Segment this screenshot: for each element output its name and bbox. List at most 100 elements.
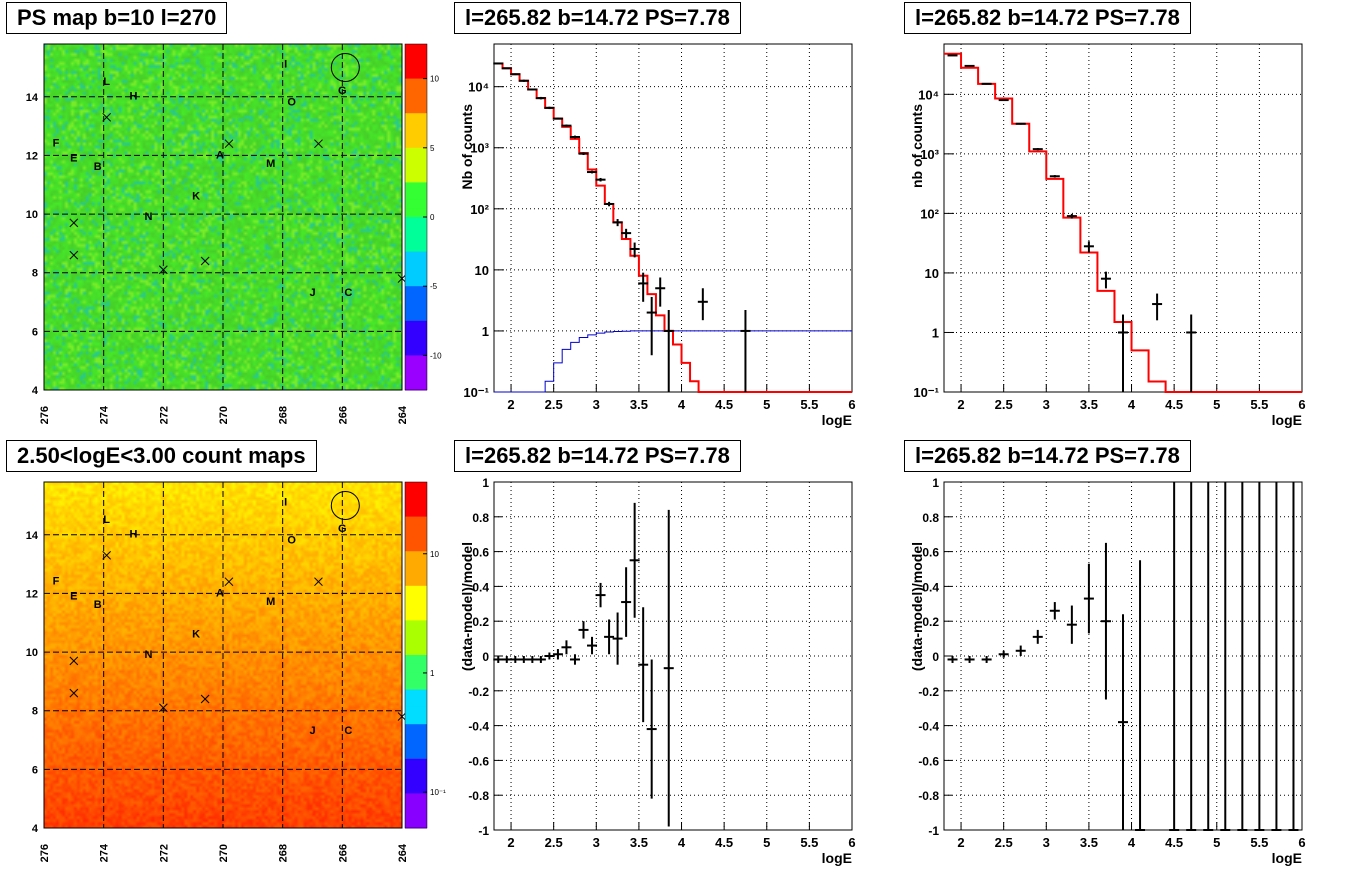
count-colorbar-cell — [405, 741, 427, 751]
spectrum-top-title: l=265.82 b=14.72 PS=7.78 — [454, 2, 741, 34]
colorbar-tick-label: 1 — [430, 669, 435, 678]
y-tick-label: 0.8 — [472, 511, 489, 525]
count-colorbar-cell — [405, 810, 427, 820]
ps-colorbar-cell — [405, 139, 427, 149]
ps-map-ytick-label: 14 — [26, 92, 39, 104]
x-axis-label: logE — [1272, 412, 1302, 428]
count-map-xtick-label: 274 — [99, 843, 111, 862]
ps-colorbar-cell — [405, 52, 427, 62]
x-tick-label: 5 — [1213, 835, 1220, 850]
x-tick-label: 4.5 — [715, 835, 733, 850]
source-label: B — [94, 599, 102, 611]
source-cross-marker — [102, 112, 112, 122]
ps-colorbar-cell — [405, 69, 427, 80]
source-label: L — [103, 514, 110, 526]
ps-colorbar-cell — [405, 234, 427, 244]
ps-map-xtick-label: 264 — [397, 405, 409, 424]
source-label: K — [192, 628, 200, 640]
y-tick-label: 0.2 — [922, 615, 939, 629]
count-map-ytick-label: 12 — [26, 588, 38, 600]
x-tick-label: 5.5 — [1250, 397, 1268, 412]
x-tick-label: 2 — [507, 835, 514, 850]
x-axis-label: logE — [822, 412, 852, 428]
x-tick-label: 3.5 — [630, 835, 648, 850]
source-cross-marker — [69, 656, 79, 666]
count-colorbar-cell — [405, 594, 427, 604]
count-colorbar-cell — [405, 655, 427, 665]
y-tick-label: -0.2 — [918, 685, 939, 699]
source-cross-marker — [224, 577, 234, 587]
y-tick-label: 10⁻¹ — [463, 385, 489, 400]
count-colorbar-cell — [405, 646, 427, 656]
x-tick-label: 2.5 — [995, 835, 1013, 850]
ps-colorbar-cell — [405, 286, 427, 296]
x-tick-label: 3.5 — [1080, 397, 1098, 412]
source-cross-marker — [69, 688, 79, 698]
source-label: N — [144, 211, 152, 223]
y-tick-label: -0.4 — [918, 720, 939, 734]
ps-colorbar-cell — [405, 217, 427, 227]
count-map-ytick-label: 14 — [26, 530, 39, 542]
y-tick-label: 10² — [920, 206, 939, 221]
ps-map-xtick-label: 268 — [278, 406, 290, 424]
y-tick-label: 10³ — [470, 141, 489, 156]
y-tick-label: -1 — [478, 824, 489, 838]
colorbar-tick-label: 5 — [430, 144, 435, 153]
source-cross-marker — [158, 703, 168, 713]
y-tick-label: 1 — [932, 476, 939, 490]
acceptance-curve-line — [494, 330, 852, 393]
y-axis-label: nb of counts — [909, 104, 925, 188]
source-label: E — [70, 152, 77, 164]
ps-colorbar-cell — [405, 260, 427, 270]
ps-map-ytick-label: 10 — [26, 209, 38, 221]
y-tick-label: 10² — [470, 202, 489, 217]
ps-map-ytick-label: 8 — [32, 268, 38, 280]
source-cross-marker — [158, 265, 168, 275]
y-axis-label: Nb of counts — [459, 104, 475, 190]
map-bottom-title: 2.50<logE<3.00 count maps — [6, 440, 317, 472]
count-map-xtick-label: 270 — [218, 844, 230, 862]
x-axis-label: logE — [1272, 850, 1302, 866]
ps-map-xtick-label: 276 — [39, 406, 51, 424]
count-colorbar-cell — [405, 672, 427, 682]
ps-map-xtick-label: 266 — [337, 406, 349, 424]
x-tick-label: 2.5 — [545, 397, 563, 412]
spectrum-charts: 2 2.5 3 3.5 4 4.5 5 5.5 6logE10⁻¹11010²10³10⁴Nb … — [459, 43, 1306, 866]
count-map-xtick-label: 264 — [397, 843, 409, 862]
count-colorbar-cell — [405, 724, 427, 734]
count-colorbar-cell — [405, 542, 427, 552]
y-tick-label: -0.8 — [468, 789, 489, 803]
x-tick-label: 3 — [1043, 397, 1050, 412]
ps-map-xtick-label: 270 — [218, 406, 230, 424]
ps-colorbar-cell — [405, 121, 427, 131]
ps-colorbar-cell — [405, 312, 427, 322]
y-tick-label: 10 — [925, 266, 939, 281]
ps-map-xtick-label: 274 — [99, 405, 111, 424]
x-tick-label: 2.5 — [995, 397, 1013, 412]
ps-colorbar-cell — [405, 372, 427, 382]
count-colorbar-cell — [405, 559, 427, 569]
source-label: N — [144, 649, 152, 661]
y-tick-label: 10⁴ — [918, 87, 939, 102]
y-tick-label: -0.8 — [918, 789, 939, 803]
count-map-ytick-label: 8 — [32, 706, 38, 718]
y-tick-label: 10⁴ — [468, 80, 489, 95]
x-tick-label: 3.5 — [1080, 835, 1098, 850]
x-tick-label: 4 — [678, 835, 686, 850]
y-tick-label: 0.6 — [472, 546, 489, 560]
ps-colorbar-cell — [405, 329, 427, 339]
x-tick-label: 6 — [1298, 835, 1305, 850]
count-colorbar-cell — [405, 689, 427, 699]
count-colorbar-cell — [405, 482, 427, 492]
source-cross-marker — [314, 577, 323, 587]
ps-colorbar-cell — [405, 199, 427, 209]
count-colorbar-cell — [405, 611, 427, 621]
residual-left-title: l=265.82 b=14.72 PS=7.78 — [454, 440, 741, 472]
count-colorbar-cell — [405, 758, 427, 768]
y-axis-label: (data-model)/model — [909, 542, 925, 671]
y-tick-label: -0.4 — [468, 720, 489, 734]
count-colorbar-cell — [405, 767, 427, 777]
y-tick-label: -0.6 — [918, 754, 939, 768]
ps-colorbar-cell — [405, 294, 427, 304]
